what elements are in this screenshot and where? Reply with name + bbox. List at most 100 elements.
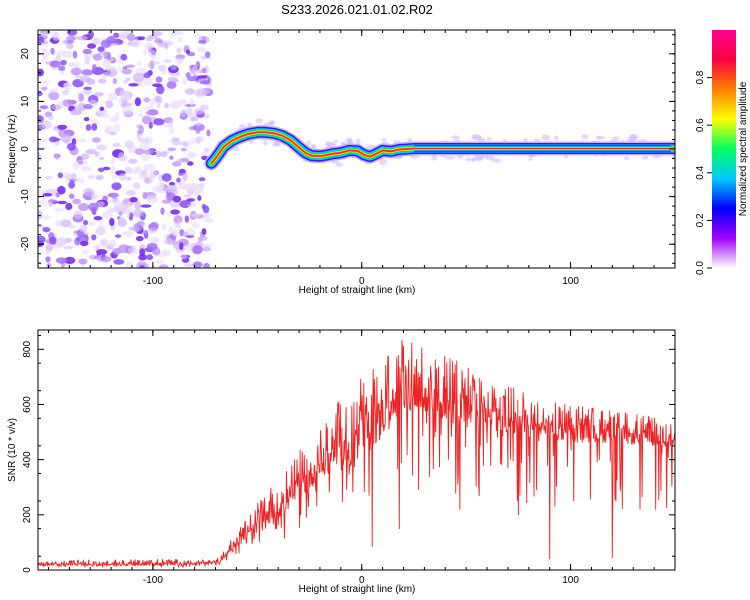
noise-blob — [148, 34, 158, 39]
noise-blob — [141, 115, 152, 125]
ridge-halo — [334, 140, 339, 143]
ridge-halo — [477, 137, 486, 142]
noise-blob — [144, 42, 154, 51]
ridge-halo — [491, 158, 502, 163]
figure-title: S233.2026.021.01.02.R02 — [281, 2, 433, 17]
noise-blob — [48, 88, 59, 93]
noise-blob — [137, 61, 142, 66]
noise-blob — [197, 47, 207, 52]
noise-blob — [110, 165, 117, 175]
ridge-halo — [541, 134, 550, 141]
noise-blob — [119, 217, 125, 224]
noise-blob — [87, 43, 97, 49]
noise-blob — [192, 64, 198, 73]
noise-blob — [201, 243, 211, 252]
noise-blob — [96, 144, 107, 151]
noise-blob — [138, 137, 149, 144]
noise-blob — [186, 198, 195, 202]
noise-blob — [149, 98, 154, 108]
ridge-halo — [347, 139, 352, 144]
noise-blob — [92, 37, 100, 46]
noise-blob — [41, 120, 52, 129]
noise-blob — [200, 55, 207, 60]
noise-blob — [92, 137, 101, 143]
noise-blob — [163, 58, 172, 63]
noise-blob — [161, 223, 167, 231]
noise-blob — [186, 49, 190, 55]
ridge-halo — [651, 154, 662, 159]
noise-blob — [55, 50, 67, 55]
ridge-halo — [355, 138, 361, 146]
noise-blob — [195, 121, 202, 126]
noise-blob — [100, 256, 112, 263]
noise-blob — [57, 172, 64, 179]
noise-blob — [92, 53, 103, 61]
noise-blob — [102, 72, 108, 80]
noise-blob — [102, 211, 113, 220]
noise-blob — [82, 249, 90, 255]
noise-blob — [105, 125, 114, 132]
noise-blob — [201, 203, 207, 210]
noise-blob — [166, 80, 177, 89]
noise-blob — [147, 226, 158, 234]
noise-blob — [83, 220, 88, 226]
noise-blob — [128, 226, 139, 231]
noise-blob — [67, 142, 76, 151]
noise-blob — [178, 185, 189, 190]
noise-blob — [78, 160, 84, 165]
noise-blob — [163, 124, 174, 129]
noise-blob — [68, 224, 77, 229]
noise-blob — [92, 244, 102, 249]
noise-blob — [93, 216, 103, 221]
noise-blob — [148, 49, 157, 59]
noise-blob — [192, 245, 203, 255]
noise-blob — [140, 204, 152, 208]
noise-blob — [38, 146, 47, 151]
noise-blob — [91, 64, 97, 72]
ridge-halo — [528, 157, 533, 161]
noise-blob — [109, 217, 115, 226]
noise-blob — [129, 196, 138, 203]
ridge-halo — [486, 136, 492, 141]
noise-blob — [180, 109, 187, 118]
noise-blob — [133, 182, 141, 190]
noise-blob — [108, 131, 117, 136]
noise-blob — [158, 264, 169, 268]
noise-blob — [118, 97, 124, 106]
noise-blob — [122, 230, 134, 238]
noise-blob — [96, 201, 105, 208]
noise-blob — [77, 178, 85, 184]
noise-blob — [68, 193, 75, 199]
noise-blob — [77, 138, 87, 143]
noise-blob — [152, 83, 163, 87]
noise-blob — [198, 184, 204, 192]
top-y-axis-label: Frequency (Hz) — [7, 115, 18, 184]
noise-blob — [55, 237, 67, 247]
noise-blob — [142, 97, 151, 103]
noise-blob — [45, 249, 51, 256]
noise-blob — [62, 89, 69, 96]
noise-blob — [48, 91, 60, 101]
noise-blob — [69, 109, 82, 116]
ridge-halo — [379, 158, 387, 166]
noise-blob — [98, 51, 104, 55]
noise-blob — [39, 105, 49, 110]
noise-blob — [38, 189, 48, 195]
noise-blob — [125, 203, 133, 213]
noise-blob — [41, 86, 48, 91]
noise-blob — [83, 187, 94, 197]
y-tick-label: 0 — [20, 146, 31, 152]
ridge-halo — [554, 135, 559, 141]
noise-blob — [83, 86, 92, 90]
colorbar-ticks: 0.0 0.2 0.4 0.6 0.8 — [695, 70, 712, 275]
noise-blob — [162, 249, 171, 257]
noise-blob — [101, 241, 109, 248]
noise-blob — [180, 157, 190, 163]
noise-blob — [132, 72, 145, 82]
noise-blob — [191, 222, 200, 229]
noise-blob — [142, 149, 155, 155]
noise-blob — [139, 264, 146, 268]
noise-blob — [167, 147, 177, 152]
noise-blob — [98, 224, 105, 234]
